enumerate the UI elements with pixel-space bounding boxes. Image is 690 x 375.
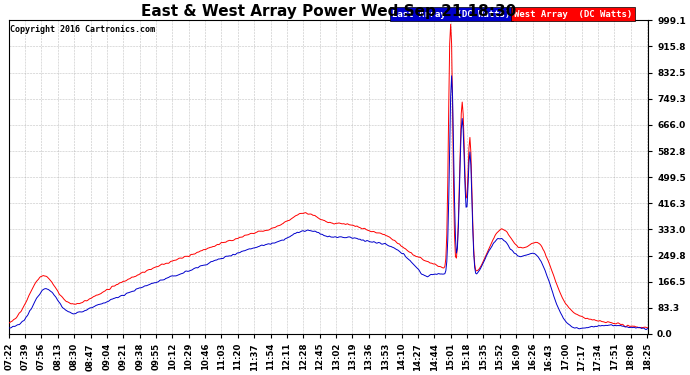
Title: East & West Array Power Wed Sep 21 18:30: East & West Array Power Wed Sep 21 18:30 (141, 4, 516, 19)
Text: Copyright 2016 Cartronics.com: Copyright 2016 Cartronics.com (10, 25, 155, 34)
Text: West Array  (DC Watts): West Array (DC Watts) (514, 10, 632, 19)
Text: East Array  (DC Watts): East Array (DC Watts) (393, 10, 511, 19)
